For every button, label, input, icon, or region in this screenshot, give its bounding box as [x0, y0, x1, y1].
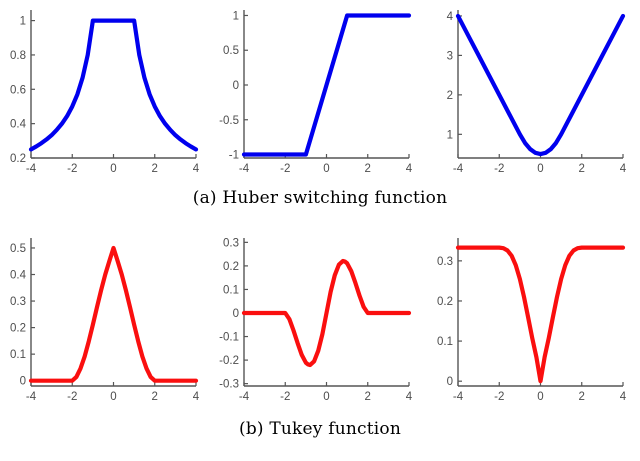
x-tick-label: 4: [406, 391, 413, 403]
plot-huber-loss: 1 2 3 4 -4 -2 0 2 4: [427, 0, 640, 180]
caption-a: (a) Huber switching function: [192, 188, 448, 208]
x-tick-label: 0: [323, 163, 329, 175]
y-tick-label: 3: [447, 50, 453, 62]
data-curve: [241, 13, 412, 157]
y-tick-label: 0: [20, 376, 26, 388]
x-tick-label: -2: [67, 163, 77, 175]
chart-huber-loss: 1 2 3 4 -4 -2 0 2 4: [447, 10, 627, 175]
y-tick-label: -0.1: [219, 332, 239, 344]
y-tick-label: 0.3: [223, 237, 239, 249]
y-tick-label: 0.5: [10, 243, 26, 255]
y-tick-label: 0: [233, 308, 239, 320]
y-tick-label: -0.2: [219, 355, 239, 367]
y-tick-label: 0.3: [10, 296, 26, 308]
x-tick-label: 2: [365, 391, 371, 403]
x-tick-label: -2: [280, 391, 290, 403]
chart-huber-weight: 0.2 0.4 0.6 0.8 1 -4 -2 0 2 4: [10, 10, 200, 175]
x-tick-label: 4: [193, 391, 200, 403]
y-tick-label: 0.1: [223, 284, 239, 296]
y-tick-label: 0.2: [223, 261, 239, 273]
x-tick-label: -2: [494, 391, 504, 403]
plot-tukey-loss: 0 0.1 0.2 0.3 -4 -2 0 2 4: [427, 228, 640, 408]
y-tick-label: 0.2: [10, 323, 26, 335]
data-curve: [455, 245, 626, 384]
x-tick-label: -2: [67, 391, 77, 403]
x-tick-label: 2: [152, 163, 158, 175]
y-tick-label: 0.1: [10, 349, 26, 361]
x-tick-label: -2: [280, 163, 290, 175]
y-tick-label: 0.5: [223, 45, 239, 57]
y-tick-label: 1: [447, 129, 453, 141]
y-tick-label: 0.3: [437, 256, 453, 268]
x-tick-label: -2: [494, 163, 504, 175]
chart-tukey-influence: -0.3 -0.2 -0.1 0 0.1 0.2 0.3 -4 -2 0 2 4: [219, 237, 413, 403]
x-tick-label: 2: [365, 163, 371, 175]
data-curve: [455, 13, 626, 157]
y-tick-label: 4: [447, 11, 454, 23]
x-tick-label: 0: [537, 163, 543, 175]
x-tick-label: 2: [152, 391, 158, 403]
y-tick-label: 0: [233, 80, 239, 92]
x-tick-label: 2: [579, 391, 585, 403]
y-tick-label: 0.4: [10, 270, 27, 282]
y-tick-label: 2: [447, 90, 453, 102]
x-tick-label: -4: [26, 391, 37, 403]
x-tick-label: 4: [193, 163, 200, 175]
y-tick-label: 0.2: [437, 296, 453, 308]
data-curve: [28, 245, 199, 383]
x-tick-label: 0: [110, 391, 116, 403]
y-tick-label: -1: [229, 150, 239, 162]
y-tick-label: -0.3: [219, 379, 239, 391]
y-tick-label: 0.1: [437, 336, 453, 348]
x-tick-label: -4: [239, 391, 250, 403]
y-tick-label: 0.2: [10, 153, 26, 165]
x-tick-label: 0: [323, 391, 329, 403]
plot-huber-influence: -1 -0.5 0 0.5 1 -4 -2 0 2 4: [213, 0, 426, 180]
y-tick-label: 0.8: [10, 50, 26, 62]
data-curve: [241, 258, 412, 368]
x-tick-label: -4: [26, 163, 37, 175]
y-tick-label: 0.4: [10, 119, 27, 131]
plot-huber-weight: 0.2 0.4 0.6 0.8 1 -4 -2 0 2 4: [0, 0, 213, 180]
y-tick-label: -0.5: [219, 115, 239, 127]
caption-b: (b) Tukey function: [239, 419, 401, 439]
x-tick-label: 4: [620, 391, 627, 403]
x-tick-label: -4: [239, 163, 250, 175]
plot-tukey-weight: 0 0.1 0.2 0.3 0.4 0.5 -4 -2 0 2 4: [0, 228, 213, 408]
chart-tukey-loss: 0 0.1 0.2 0.3 -4 -2 0 2 4: [437, 238, 627, 403]
panel-row-huber: 0.2 0.4 0.6 0.8 1 -4 -2 0 2 4 -1 -0.5 0 0.5 1 -4 -2 0 2 4 …: [0, 0, 640, 180]
data-curve: [28, 18, 199, 152]
y-tick-label: 1: [20, 16, 26, 28]
x-tick-label: 0: [110, 163, 116, 175]
plot-tukey-influence: -0.3 -0.2 -0.1 0 0.1 0.2 0.3 -4 -2 0 2 4: [213, 228, 426, 408]
x-tick-label: 4: [406, 163, 413, 175]
chart-huber-influence: -1 -0.5 0 0.5 1 -4 -2 0 2 4: [219, 10, 413, 175]
x-tick-label: 2: [579, 163, 585, 175]
y-tick-label: 0.6: [10, 84, 26, 96]
y-tick-label: 0: [447, 376, 453, 388]
x-tick-label: 4: [620, 163, 627, 175]
panel-row-tukey: 0 0.1 0.2 0.3 0.4 0.5 -4 -2 0 2 4 -0.3 -0.2 -0.1 0 0.1…: [0, 228, 640, 408]
x-tick-label: -4: [453, 391, 464, 403]
chart-tukey-weight: 0 0.1 0.2 0.3 0.4 0.5 -4 -2 0 2 4: [10, 238, 200, 403]
x-tick-label: -4: [453, 163, 464, 175]
x-tick-label: 0: [537, 391, 543, 403]
y-tick-label: 1: [233, 10, 239, 22]
